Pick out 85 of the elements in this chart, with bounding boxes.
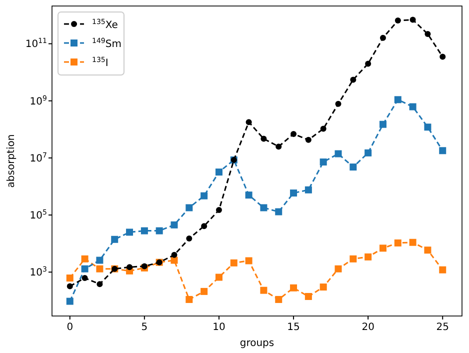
point	[320, 284, 327, 291]
point	[364, 149, 372, 156]
point	[186, 204, 193, 212]
point	[334, 265, 342, 272]
point	[290, 284, 298, 292]
point	[66, 298, 74, 305]
point	[201, 223, 208, 230]
point	[96, 281, 103, 288]
point	[379, 120, 386, 128]
x-tick-label: 20	[362, 322, 374, 333]
point	[424, 246, 432, 254]
point	[171, 252, 178, 258]
point	[170, 221, 178, 228]
legend-label: $^{135}$I	[92, 56, 108, 69]
point	[439, 266, 446, 274]
point	[126, 264, 133, 270]
point	[409, 238, 416, 246]
point	[320, 126, 326, 132]
x-tick-label: 25	[436, 322, 449, 333]
point	[380, 34, 386, 41]
x-axis-title: groups	[240, 338, 274, 349]
point	[364, 253, 372, 260]
point	[409, 103, 416, 110]
y-tick-label: 10$^{3}$	[30, 266, 47, 279]
point	[246, 119, 252, 126]
point	[410, 16, 416, 23]
y-tick-label: 10$^{5}$	[30, 208, 47, 222]
point	[335, 100, 342, 107]
point	[424, 124, 432, 131]
point	[260, 204, 268, 212]
point	[140, 227, 148, 234]
point	[230, 259, 238, 266]
point	[200, 288, 208, 295]
point	[170, 256, 178, 264]
point	[350, 76, 356, 83]
point	[186, 296, 193, 303]
y-tick-label: 10$^{11}$	[25, 37, 47, 50]
point	[320, 158, 327, 166]
x-tick-label: 15	[287, 322, 300, 333]
point	[260, 286, 268, 294]
point	[350, 164, 357, 171]
point	[216, 206, 222, 213]
point	[96, 265, 104, 272]
point	[440, 54, 446, 60]
point	[260, 136, 267, 142]
point	[350, 255, 357, 262]
point	[111, 236, 118, 243]
point	[424, 30, 431, 37]
point	[305, 136, 312, 143]
point	[290, 130, 297, 137]
point	[215, 168, 222, 176]
point	[96, 256, 104, 264]
point	[275, 208, 282, 216]
point	[81, 255, 88, 262]
point	[394, 18, 401, 24]
point	[276, 144, 282, 150]
point	[365, 60, 372, 67]
point	[156, 227, 163, 234]
point	[394, 239, 402, 246]
y-axis-title: absorption	[6, 134, 17, 188]
y-tick-label: 10$^{9}$	[30, 94, 47, 108]
point	[245, 257, 252, 264]
legend-label: $^{149}$Sm	[92, 37, 122, 50]
point	[82, 275, 88, 282]
y-tick-label: 10$^{7}$	[30, 151, 47, 164]
point	[186, 236, 192, 242]
point	[439, 147, 446, 154]
point	[304, 292, 312, 300]
point	[200, 192, 208, 200]
point	[126, 228, 134, 236]
point	[379, 244, 386, 252]
point	[334, 150, 342, 158]
point	[290, 190, 298, 197]
point	[394, 96, 402, 104]
point	[66, 274, 74, 282]
point	[245, 192, 252, 199]
point	[66, 283, 73, 290]
point	[304, 186, 312, 194]
x-tick-label: 10	[212, 322, 226, 333]
point	[215, 274, 222, 281]
point	[275, 296, 282, 303]
x-tick-label: 0	[66, 322, 74, 333]
point	[81, 265, 88, 272]
x-tick-label: 5	[141, 322, 148, 333]
legend-label: $^{135}$Xe	[92, 18, 118, 31]
